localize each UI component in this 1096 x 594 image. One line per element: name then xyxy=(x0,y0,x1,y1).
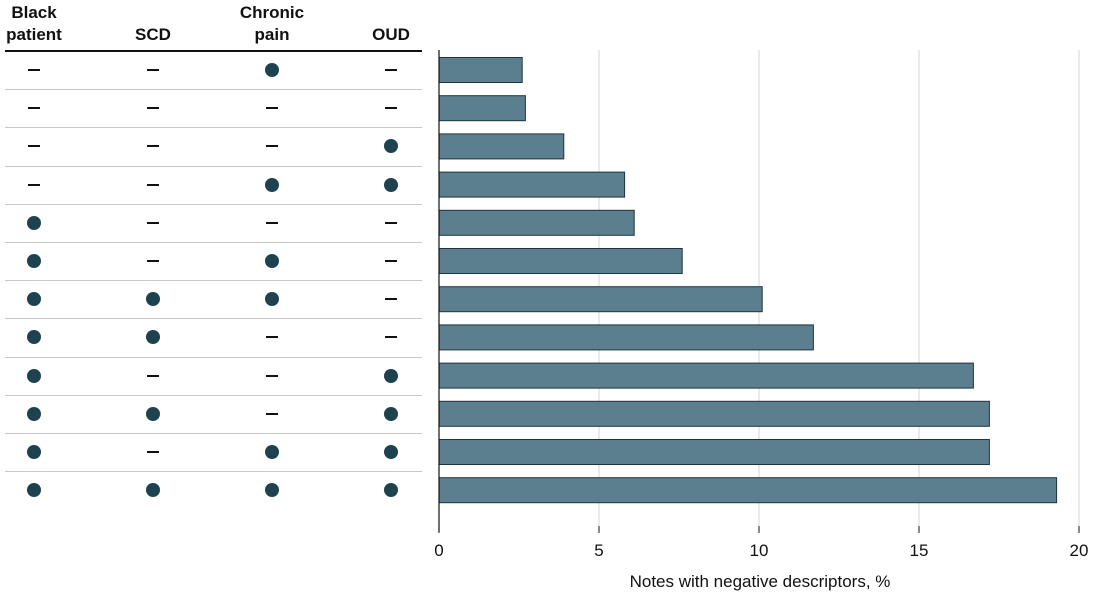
indicator-dash xyxy=(385,69,397,71)
column-header-scd: SCD xyxy=(98,24,208,46)
indicator-table: Black patient SCD Chronic pain OUD xyxy=(0,0,425,594)
column-header-line: Chronic xyxy=(239,3,305,22)
indicator-dot xyxy=(265,63,279,77)
indicator-dot xyxy=(27,292,41,307)
indicator-dot xyxy=(27,483,41,498)
column-header-line: OUD xyxy=(372,25,410,44)
indicator-dot xyxy=(146,330,160,345)
indicator-dash xyxy=(266,107,278,110)
indicator-dash xyxy=(147,69,159,71)
indicator-dot xyxy=(27,215,41,230)
bar xyxy=(438,95,526,122)
column-header-line: pain xyxy=(254,25,290,44)
indicator-dot xyxy=(384,177,398,192)
indicator-dot xyxy=(384,445,398,459)
x-axis: 0 5 10 15 20 xyxy=(434,50,1088,560)
row-divider xyxy=(5,204,422,205)
column-header-oud: OUD xyxy=(336,24,446,46)
indicator-dash xyxy=(385,107,397,110)
indicator-dash xyxy=(266,145,278,148)
bar xyxy=(438,209,635,236)
column-header-line: patient xyxy=(6,25,62,44)
indicator-dash xyxy=(28,183,40,186)
indicator-dot xyxy=(384,139,398,154)
row-divider xyxy=(5,433,422,434)
row-divider xyxy=(5,318,422,319)
bar xyxy=(438,439,990,465)
indicator-dash xyxy=(266,221,278,224)
column-header-line: Black xyxy=(11,3,57,22)
indicator-dot xyxy=(27,445,41,459)
indicator-dot xyxy=(27,330,41,345)
indicator-dot xyxy=(384,368,398,383)
column-header-line: SCD xyxy=(135,25,171,44)
indicator-dash xyxy=(147,451,159,453)
indicator-dash xyxy=(28,145,40,148)
indicator-dash xyxy=(147,221,159,224)
indicator-dash xyxy=(147,107,159,110)
bars xyxy=(438,57,1058,504)
column-header-black-patient: Black patient xyxy=(0,2,89,46)
row-divider xyxy=(5,471,422,472)
indicator-dot xyxy=(265,254,279,268)
bar xyxy=(438,57,523,83)
bar xyxy=(438,400,990,427)
header-rule xyxy=(5,50,422,52)
row-divider xyxy=(5,280,422,281)
row-divider xyxy=(5,89,422,90)
indicator-dash xyxy=(147,183,159,186)
indicator-dot xyxy=(265,292,279,307)
indicator-dot xyxy=(27,254,41,268)
bar xyxy=(438,324,814,351)
indicator-dot xyxy=(146,483,160,498)
x-tick-label: 10 xyxy=(750,541,769,560)
indicator-dash xyxy=(266,374,278,377)
indicator-dot xyxy=(265,483,279,498)
row-divider xyxy=(5,242,422,243)
indicator-dash xyxy=(147,145,159,148)
indicator-dot xyxy=(27,406,41,421)
bar xyxy=(438,286,763,313)
indicator-dash xyxy=(385,221,397,224)
indicator-dash xyxy=(385,298,397,301)
indicator-dash xyxy=(28,69,40,71)
bar xyxy=(438,248,683,274)
indicator-dash xyxy=(147,260,159,262)
x-tick-label: 0 xyxy=(434,541,443,560)
indicator-dot xyxy=(265,177,279,192)
bar xyxy=(438,362,974,389)
row-divider xyxy=(5,357,422,358)
indicator-dash xyxy=(266,336,278,339)
indicator-dot xyxy=(384,483,398,498)
indicator-dot xyxy=(265,445,279,459)
indicator-dot xyxy=(146,292,160,307)
row-divider xyxy=(5,166,422,167)
column-header-chronic-pain: Chronic pain xyxy=(217,2,327,46)
x-tick-label: 5 xyxy=(594,541,603,560)
indicator-dot xyxy=(146,406,160,421)
bar xyxy=(438,477,1058,504)
indicator-dash xyxy=(147,374,159,377)
row-divider xyxy=(5,395,422,396)
bar xyxy=(438,171,626,198)
x-axis-label: Notes with negative descriptors, % xyxy=(630,572,891,591)
indicator-dash xyxy=(266,412,278,415)
bar xyxy=(438,133,565,160)
indicator-dash xyxy=(28,107,40,110)
x-tick-label: 20 xyxy=(1070,541,1089,560)
indicator-dot xyxy=(384,406,398,421)
indicator-dash xyxy=(385,260,397,262)
indicator-dot xyxy=(27,368,41,383)
row-divider xyxy=(5,127,422,128)
x-tick-label: 15 xyxy=(910,541,929,560)
indicator-dash xyxy=(385,336,397,339)
